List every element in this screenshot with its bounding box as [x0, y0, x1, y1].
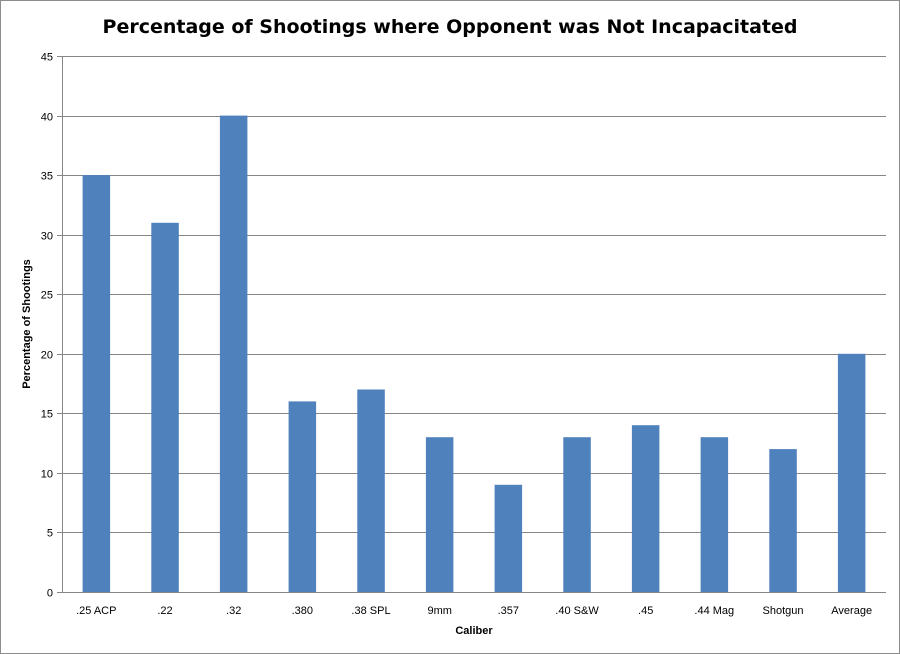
bar [288, 401, 317, 592]
y-tick-label: 40 [41, 112, 53, 124]
bars [82, 115, 866, 593]
y-tick-label: 30 [41, 231, 53, 243]
bar [425, 437, 454, 592]
x-tick-label: .44 Mag [694, 605, 734, 617]
y-tick-label: 45 [41, 52, 53, 64]
y-tick-label: 35 [41, 171, 53, 183]
y-tick-label: 5 [47, 528, 53, 540]
x-tick-label: 9mm [427, 605, 451, 617]
bar [700, 437, 729, 592]
bar [769, 449, 797, 592]
x-tick-label: .45 [638, 605, 653, 617]
x-tick-label: .25 ACP [76, 605, 116, 617]
y-tick-label: 20 [41, 350, 53, 362]
y-tick-label: 0 [47, 588, 53, 600]
y-axis-title: Percentage of Shootings [21, 259, 33, 389]
bar [219, 115, 248, 592]
chart-title: Percentage of Shootings where Opponent w… [103, 16, 798, 38]
x-tick-label: .32 [226, 605, 241, 617]
bar [151, 222, 179, 593]
bar [357, 389, 385, 592]
x-tick-label: .357 [498, 605, 519, 617]
gridlines [62, 56, 886, 533]
bar [631, 425, 660, 592]
y-tick-label: 25 [41, 290, 53, 302]
x-axis-title: Caliber [455, 625, 493, 637]
x-tick-label: .22 [157, 605, 172, 617]
axes [57, 56, 886, 593]
x-tick-label: Average [831, 605, 872, 617]
y-tick-labels: 0 5 10 15 20 25 30 35 40 45 [41, 52, 53, 600]
bar [563, 437, 591, 592]
bar [82, 175, 111, 592]
bar [837, 353, 866, 592]
x-tick-label: Shotgun [763, 605, 804, 617]
x-tick-label: .380 [292, 605, 313, 617]
x-tick-label: .38 SPL [351, 605, 390, 617]
x-tick-label: .40 S&W [555, 605, 599, 617]
x-tick-labels: .25 ACP .22 .32 .380 .38 SPL 9mm .357 .40 S&W .4… [76, 605, 872, 617]
y-tick-label: 10 [41, 469, 53, 481]
y-tick-label: 15 [41, 409, 53, 421]
bar [494, 484, 523, 592]
